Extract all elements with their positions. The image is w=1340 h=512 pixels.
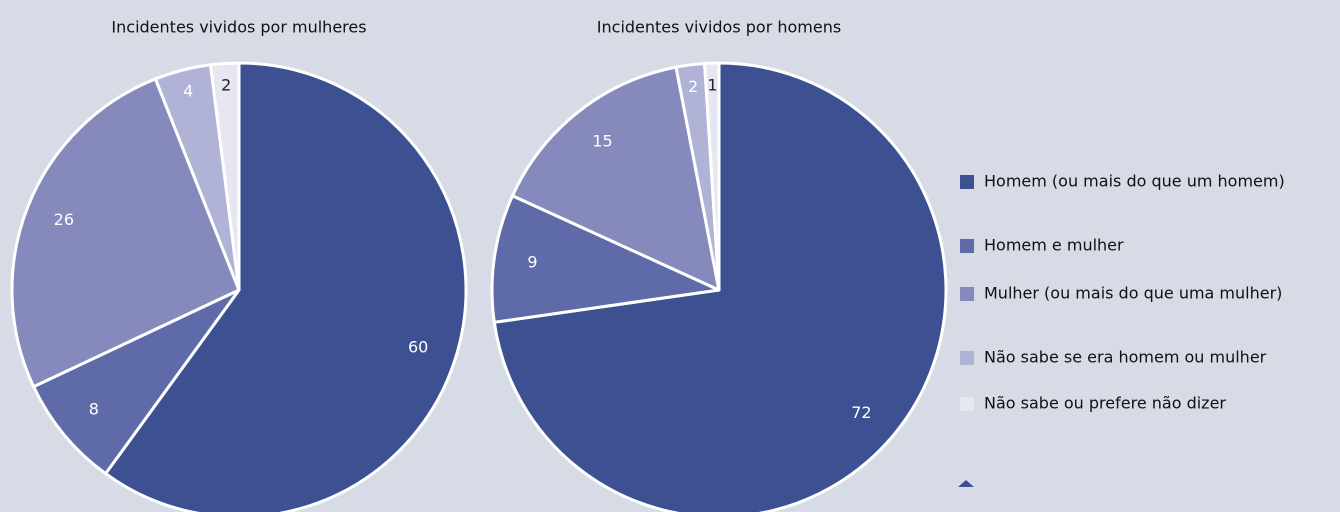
slice-label: 9 bbox=[527, 253, 537, 272]
pie-slice bbox=[104, 61, 468, 512]
pie-slice bbox=[511, 65, 721, 292]
legend-label: Não sabe ou prefere não dizer bbox=[984, 394, 1226, 413]
up-arrow bbox=[958, 480, 974, 487]
legend-swatch bbox=[960, 175, 974, 189]
legend-swatch bbox=[960, 351, 974, 365]
slice-label: 4 bbox=[183, 82, 193, 101]
pie-slice bbox=[209, 61, 241, 292]
legend-swatch bbox=[960, 239, 974, 253]
slice-label: 72 bbox=[851, 403, 871, 422]
slice-label: 60 bbox=[408, 338, 428, 357]
pie-slice bbox=[490, 194, 721, 324]
chart-title: Incidentes vividos por homens bbox=[597, 18, 841, 37]
slice-label: 2 bbox=[688, 77, 698, 96]
slice-label: 2 bbox=[221, 76, 231, 95]
legend-label: Homem e mulher bbox=[984, 236, 1124, 255]
pie-slice bbox=[32, 288, 241, 476]
pie-slice bbox=[703, 61, 721, 292]
legend-label: Não sabe se era homem ou mulher bbox=[984, 348, 1267, 367]
legend-swatch bbox=[960, 287, 974, 301]
slice-label: 1 bbox=[707, 75, 717, 94]
legend-label: Mulher (ou mais do que uma mulher) bbox=[984, 284, 1282, 303]
slice-label: 15 bbox=[592, 131, 612, 150]
legend-label: Homem (ou mais do que um homem) bbox=[984, 172, 1285, 191]
chart-title: Incidentes vividos por mulheres bbox=[111, 18, 366, 37]
legend-swatch bbox=[960, 397, 974, 411]
slice-label: 8 bbox=[89, 400, 99, 419]
pie-slice bbox=[10, 77, 241, 389]
slice-label: 26 bbox=[54, 210, 74, 229]
